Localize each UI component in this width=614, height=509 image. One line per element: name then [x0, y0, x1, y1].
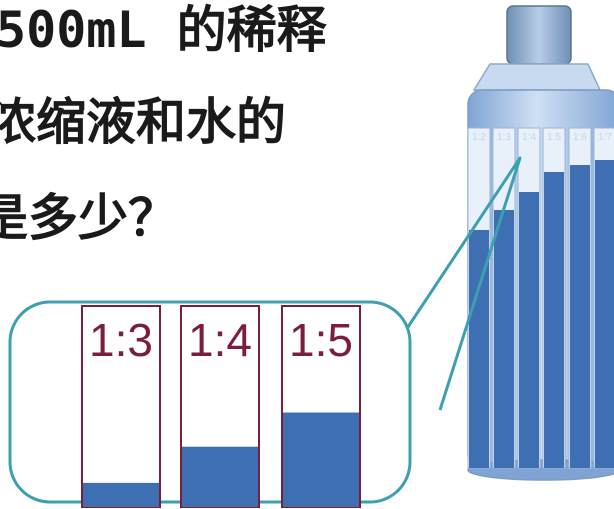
gauge-label-3: 1:5: [289, 314, 353, 366]
bottle-strip-liquid-5: [570, 165, 590, 468]
question-line-1: 500mL 的稀释: [0, 1, 327, 59]
bottle-strip-liquid-3: [519, 192, 539, 468]
bottle-strips: 1:2 1:3 1:4 1:5 1:6 1:7: [467, 127, 614, 469]
bottle: 1:2 1:3 1:4 1:5 1:6 1:7: [467, 5, 614, 481]
bottle-strip-liquid-1: [469, 230, 489, 468]
bottle-strip-liquid-4: [544, 172, 564, 468]
bottle-strip-liquid-2: [494, 210, 514, 468]
bottle-strip-label-3: 1:4: [522, 132, 536, 143]
callout-gauges: 1:3 1:4 1:5: [81, 305, 361, 508]
bottle-cap: [506, 5, 572, 65]
bottle-strip-label-1: 1:2: [472, 132, 486, 143]
question-line-3: 是多少？: [0, 189, 178, 247]
callout-seam: [401, 339, 409, 409]
gauge-label-2: 1:4: [188, 314, 252, 366]
bottle-strip-label-6: 1:7: [598, 132, 612, 143]
gauge-label-1: 1:3: [89, 314, 153, 366]
callout-pointer: [400, 156, 522, 411]
bottle-strip-liquid-6: [595, 160, 614, 468]
gauge-liquid-2: [182, 446, 258, 507]
bottle-shoulder: [472, 63, 602, 91]
gauge-liquid-3: [283, 412, 359, 507]
gauge-liquid-1: [83, 482, 159, 507]
question-line-2: 浓缩液和水的: [0, 93, 286, 151]
bottle-strip-label-5: 1:6: [573, 132, 587, 143]
bottle-strip-label-4: 1:5: [547, 132, 561, 143]
bottle-strip-label-2: 1:3: [497, 132, 511, 143]
